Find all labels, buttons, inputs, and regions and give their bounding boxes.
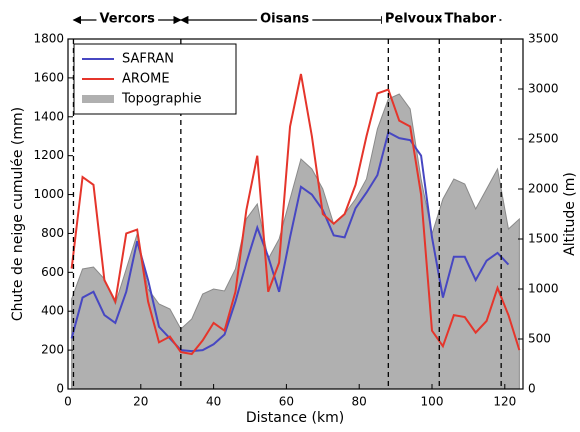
y2-tick-label: 2500 xyxy=(528,132,559,146)
y-tick-label: 1400 xyxy=(33,109,64,123)
y2-tick-label: 1500 xyxy=(528,232,559,246)
y2-tick-label: 1000 xyxy=(528,282,559,296)
region-label: Vercors xyxy=(99,12,155,27)
y-tick-label: 400 xyxy=(41,304,64,318)
x-tick-label: 80 xyxy=(352,395,367,409)
line xyxy=(70,130,510,353)
y-tick-label: 200 xyxy=(41,343,64,357)
region-label: Oisans xyxy=(260,12,309,27)
x-tick-label: 40 xyxy=(206,395,221,409)
y-axis-label: Chute de neige cumulée (mm) xyxy=(10,107,26,321)
y-tick-label: 800 xyxy=(41,226,64,240)
x-tick-label: 120 xyxy=(493,395,516,409)
y-tick-label: 1600 xyxy=(33,70,64,84)
x-tick-label: 60 xyxy=(279,395,294,409)
legend-label: AROME xyxy=(122,72,170,87)
x-axis-label: Distance (km) xyxy=(246,410,344,426)
legend: SAFRAN AROME Topographie xyxy=(73,43,237,115)
y2-axis-label: Altitude (m) xyxy=(562,172,578,256)
x-tick-label: 100 xyxy=(421,395,444,409)
region-label: Pelvoux xyxy=(385,12,443,27)
region-label-bg xyxy=(381,11,447,27)
y-tick-label: 1200 xyxy=(33,148,64,162)
y2-tick-label: 3000 xyxy=(528,82,559,96)
y-tick-label: 600 xyxy=(41,265,64,279)
line xyxy=(70,73,521,356)
x-tick-label: 0 xyxy=(64,395,72,409)
y2-tick-label: 2000 xyxy=(528,182,559,196)
y-tick-label: 0 xyxy=(56,382,64,396)
legend-label: Topographie xyxy=(121,92,202,107)
y2-tick-label: 3500 xyxy=(528,32,559,46)
region-label-bg xyxy=(96,11,159,27)
y2-tick-label: 0 xyxy=(528,382,536,396)
x-tick-label: 20 xyxy=(133,395,148,409)
region-label-bg xyxy=(257,11,313,27)
y-tick-label: 1000 xyxy=(33,187,64,201)
region-label: Thabor xyxy=(444,12,496,27)
plot-frame xyxy=(67,38,524,390)
legend-label: SAFRAN xyxy=(122,52,174,67)
region-label-bg xyxy=(441,11,500,27)
y2-tick-label: 500 xyxy=(528,332,551,346)
y-tick-label: 1800 xyxy=(33,32,64,46)
